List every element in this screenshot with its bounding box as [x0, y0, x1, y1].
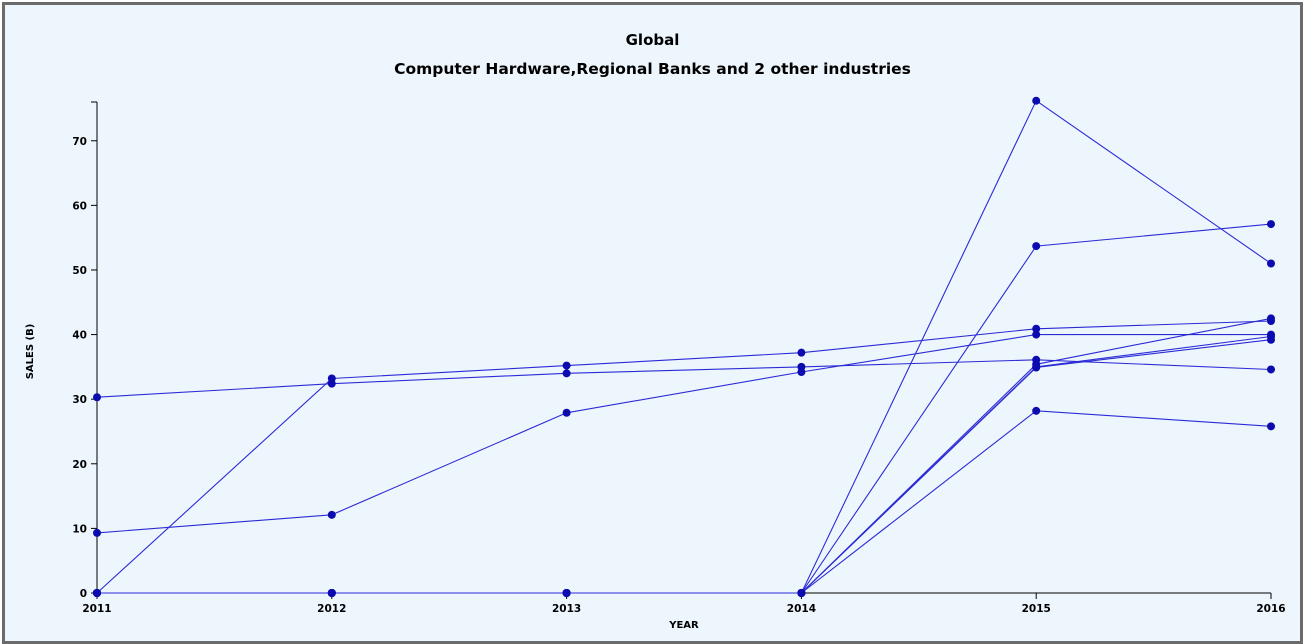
series-line — [96, 334, 1271, 534]
y-tick-label: 10 — [72, 523, 87, 535]
data-point — [93, 528, 101, 537]
data-point — [562, 369, 571, 378]
data-point — [797, 368, 806, 377]
data-point — [93, 589, 101, 597]
y-tick-label: 50 — [72, 265, 87, 277]
series-line — [96, 320, 1272, 594]
series-line — [97, 410, 1272, 594]
data-point — [797, 589, 806, 597]
data-point — [327, 589, 336, 597]
data-point — [1032, 324, 1041, 333]
data-point — [93, 393, 101, 402]
x-axis-title: YEAR — [668, 620, 699, 631]
series-line — [97, 335, 1272, 594]
chart-title: Global — [625, 31, 680, 49]
series-line — [96, 359, 1272, 398]
data-point — [562, 408, 571, 417]
series-line — [97, 339, 1272, 594]
y-tick-label: 0 — [80, 588, 87, 600]
x-tick-label: 2011 — [82, 603, 111, 615]
data-point — [1032, 406, 1041, 415]
x-tick-label: 2012 — [317, 603, 346, 615]
x-tick-label: 2015 — [1022, 603, 1051, 615]
data-point — [1267, 365, 1275, 374]
data-point — [1267, 220, 1275, 229]
x-tick-label: 2014 — [787, 603, 816, 615]
data-point — [1267, 422, 1275, 431]
data-point — [1032, 96, 1041, 105]
y-tick-label: 70 — [72, 136, 87, 148]
series-markers — [93, 96, 1275, 597]
x-tick-label: 2016 — [1256, 603, 1285, 615]
y-tick-label: 60 — [72, 200, 87, 212]
chart-subtitle: Computer Hardware,Regional Banks and 2 o… — [394, 60, 911, 78]
data-point — [562, 361, 571, 370]
y-tick-label: 20 — [72, 459, 87, 471]
data-point — [1267, 259, 1275, 268]
y-tick-label: 30 — [72, 394, 87, 406]
data-point — [327, 374, 336, 383]
y-tick-label: 40 — [72, 330, 87, 342]
data-point — [1032, 330, 1041, 339]
y-axis-title: SALES (B) — [25, 324, 36, 380]
x-tick-label: 2013 — [552, 603, 581, 615]
data-point — [327, 510, 336, 519]
data-point — [1267, 335, 1275, 344]
data-point — [1267, 314, 1275, 323]
data-point — [1032, 363, 1041, 372]
data-point — [1032, 242, 1041, 251]
data-point — [562, 589, 571, 597]
data-point — [797, 348, 806, 357]
series-lines — [96, 99, 1272, 594]
series-line — [97, 223, 1272, 594]
